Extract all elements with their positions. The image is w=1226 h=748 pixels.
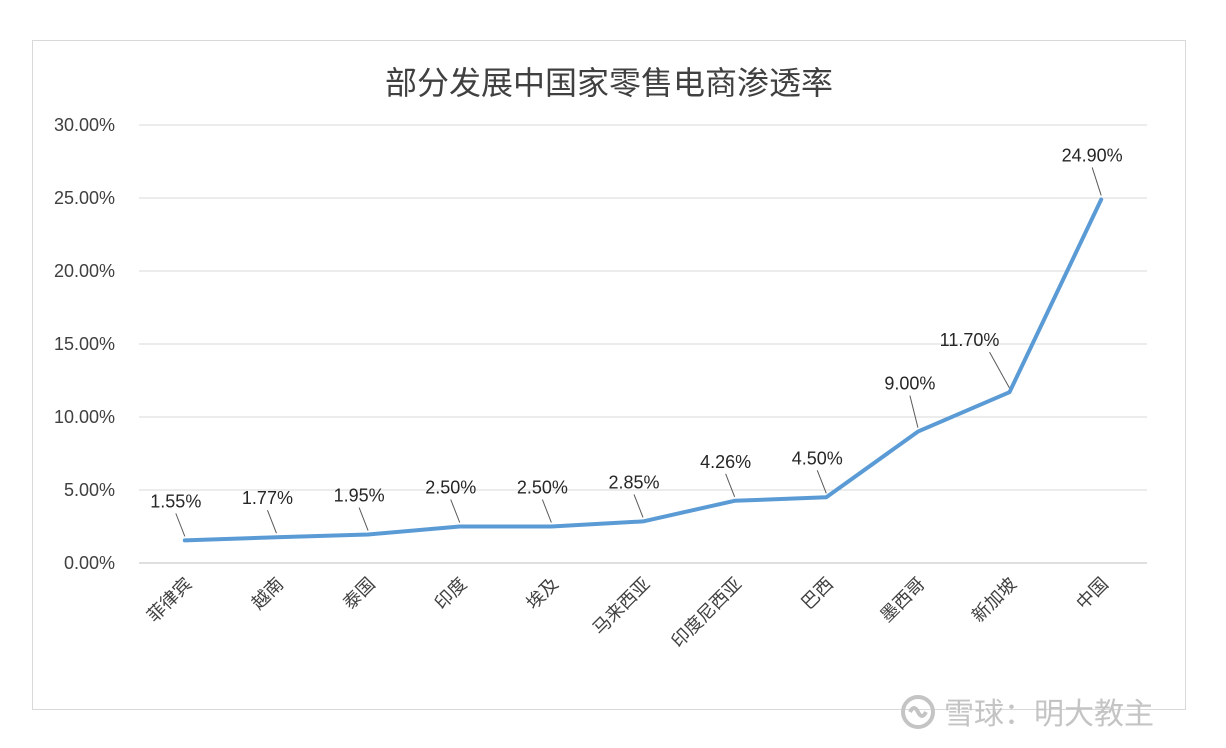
x-category-label: 新加坡 [968,574,1021,627]
data-label: 2.50% [517,478,568,498]
data-label: 1.55% [150,491,201,511]
data-label: 9.00% [884,374,935,394]
watermark: 雪球：明大教主 [901,695,1154,732]
label-leader-line [1091,167,1102,196]
gridlines [139,124,1147,564]
series-line [182,197,1104,543]
label-leader-line [358,507,369,531]
x-axis-categories: 菲律宾 越南 泰国 印度 埃及 马来西亚 印度尼西亚 巴西 墨西哥 新加坡 中国 [143,574,1112,652]
label-leader-line [266,509,277,534]
data-label: 2.85% [608,472,659,492]
x-category-label: 墨西哥 [876,574,929,627]
x-category-label: 印度 [431,574,471,614]
x-category-label: 菲律宾 [143,574,196,627]
label-leader-line [909,395,919,428]
x-category-label: 中国 [1072,574,1112,614]
x-category-label: 巴西 [798,574,838,614]
y-tick-label: 10.00% [54,407,115,427]
data-labels: 1.55% 1.77% 1.95% 2.50% 2.50% 2.85% 4.26% 4.50%… [150,145,1122,511]
data-label: 1.77% [242,488,293,508]
y-tick-label: 0.00% [64,553,115,573]
y-tick-label: 15.00% [54,334,115,354]
label-leader-line [450,499,461,523]
label-leader-line [633,494,644,518]
y-tick-label: 25.00% [54,188,115,208]
chart-frame [32,40,1186,710]
data-label: 1.95% [334,486,385,506]
y-tick-label: 20.00% [54,261,115,281]
y-tick-label: 30.00% [54,115,115,135]
y-axis-ticks: 0.00% 5.00% 10.00% 15.00% 20.00% 25.00% 30.00% [54,115,115,573]
data-label: 2.50% [425,478,476,498]
y-tick-label: 5.00% [64,480,115,500]
label-leader-line [175,513,186,537]
label-leader-lines [175,167,1102,537]
watermark-text: 雪球：明大教主 [944,697,1154,732]
data-label: 4.26% [700,452,751,472]
x-category-label: 马来西亚 [589,574,655,640]
snowball-logo-icon [901,695,935,729]
label-leader-line [541,499,552,523]
label-leader-line [725,473,736,497]
x-category-label: 埃及 [523,574,563,614]
data-label: 11.70% [940,330,1000,350]
x-category-label: 泰国 [339,574,379,614]
label-leader-line [989,351,1010,389]
data-label: 24.90% [1062,145,1123,165]
x-category-label: 越南 [248,574,288,614]
x-category-label: 印度尼西亚 [668,574,746,652]
chart-title: 部分发展中国家零售电商渗透率 [385,64,833,102]
data-label: 4.50% [792,448,843,468]
label-leader-line [816,470,827,494]
